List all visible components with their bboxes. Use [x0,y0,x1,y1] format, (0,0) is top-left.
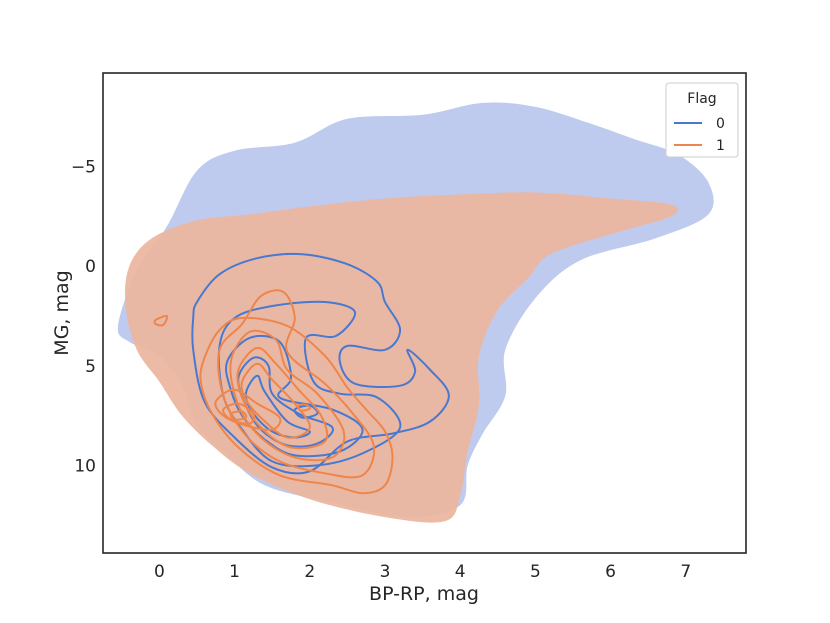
y-tick-label: 0 [85,257,96,277]
x-axis-ticks: 0 1 2 3 4 5 6 7 [154,562,691,582]
kde-contour-layer [153,252,450,495]
x-tick-label: 1 [229,562,240,582]
y-tick-label: −5 [71,158,96,178]
x-tick-label: 5 [530,562,541,582]
kde-contour-flag-0-level-1 [191,252,450,475]
x-tick-label: 6 [605,562,616,582]
kde-contour-flag-1-level-7 [214,388,282,431]
x-tick-label: 7 [680,562,691,582]
plot-area [117,102,714,523]
kde-contour-flag-1-level-3 [217,289,376,479]
kde-contour-flag-1-level-8 [222,402,256,425]
kde-contour-flag-1-level-5 [236,346,329,450]
x-axis-label: BP-RP, mag [369,583,479,605]
kde-contour-flag-1-level-2 [199,316,394,495]
y-axis-ticks: −5 0 5 10 [71,158,96,477]
kde-contour-flag-0-level-6 [293,404,319,419]
legend-title: Flag [687,91,716,107]
kde-contour-flag-1-level-1 [153,314,169,327]
x-tick-label: 3 [380,562,391,582]
kde-contour-flag-1-level-6 [240,362,311,439]
kde-contour-flag-0-level-2 [217,300,402,468]
legend-label-0: 0 [716,116,725,132]
y-tick-label: 5 [85,357,96,377]
y-tick-label: 10 [74,456,96,476]
plot-frame [102,72,747,554]
legend: Flag 0 1 [665,82,739,158]
legend-box [665,82,739,158]
x-tick-label: 4 [455,562,466,582]
y-axis-label: MG, mag [51,270,73,355]
x-tick-label: 0 [154,562,165,582]
legend-label-1: 1 [716,138,725,154]
kde-contour-flag-1-level-10 [297,403,311,412]
kde-contour-flag-0-level-5 [244,374,311,439]
kde-contour-flag-1-level-9 [229,410,248,421]
kde-contour-flag-0-level-4 [237,356,334,448]
x-tick-label: 2 [304,562,315,582]
kde-contour-flag-1-level-4 [229,329,346,462]
